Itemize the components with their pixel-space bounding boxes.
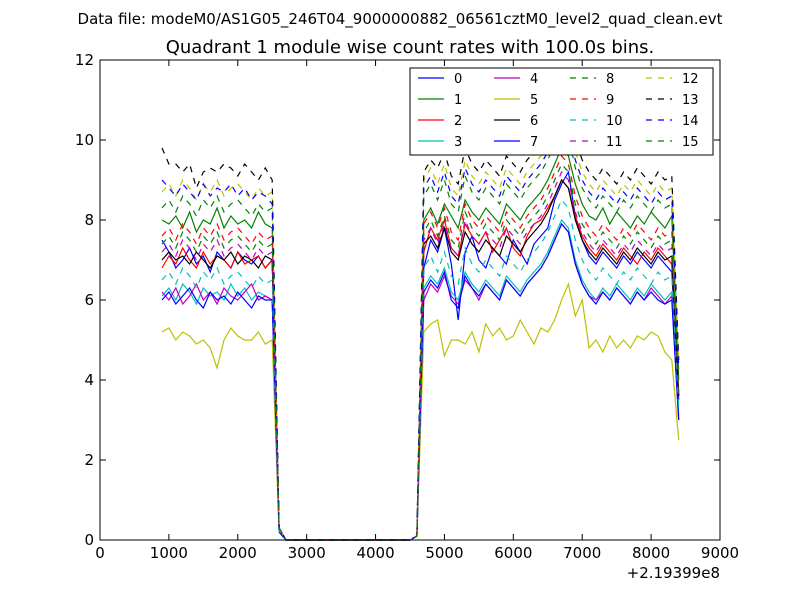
legend-label-5: 5	[530, 93, 538, 108]
legend-label-3: 3	[454, 135, 462, 150]
legend-label-12: 12	[682, 72, 699, 87]
x-tick-label: 8000	[632, 544, 670, 562]
x-tick-label: 5000	[425, 544, 463, 562]
series-line-10	[161, 198, 680, 541]
legend-label-1: 1	[454, 93, 462, 108]
y-tick-label: 4	[84, 371, 94, 389]
legend-label-13: 13	[682, 93, 699, 108]
series-layer	[161, 98, 680, 541]
y-tick-label: 2	[84, 451, 94, 469]
x-tick-label: 4000	[356, 544, 394, 562]
series-line-15	[161, 162, 680, 541]
legend-label-4: 4	[530, 72, 538, 87]
y-tick-label: 8	[84, 211, 94, 229]
legend-label-9: 9	[606, 93, 614, 108]
legend-box	[409, 67, 714, 156]
chart-title: Quadrant 1 module wise count rates with …	[166, 37, 655, 58]
series-line-7	[161, 222, 680, 541]
legend-label-10: 10	[606, 114, 623, 129]
legend-label-7: 7	[530, 135, 538, 150]
y-tick-label: 0	[84, 531, 94, 549]
series-line-14	[161, 118, 680, 541]
legend-label-11: 11	[606, 135, 623, 150]
series-line-9	[161, 154, 680, 541]
x-tick-label: 1000	[150, 544, 188, 562]
x-tick-label: 3000	[288, 544, 326, 562]
suptitle: Data file: modeM0/AS1G05_246T04_90000008…	[78, 10, 723, 29]
y-tick-label: 12	[75, 51, 94, 69]
legend-label-0: 0	[454, 72, 462, 87]
x-tick-label: 6000	[494, 544, 532, 562]
x-tick-label: 7000	[563, 544, 601, 562]
legend-label-6: 6	[530, 114, 538, 129]
x-offset-label: +2.19399e8	[627, 564, 720, 582]
x-tick-label: 9000	[701, 544, 739, 562]
y-tick-label: 10	[75, 131, 94, 149]
series-line-11	[161, 170, 680, 541]
y-tick-label: 6	[84, 291, 94, 309]
x-tick-label: 0	[95, 544, 105, 562]
legend-label-15: 15	[682, 135, 699, 150]
ticks-layer: 0 1000 2000 3000 4000 5000 6000 7000 8000 9000 0 2 4…	[75, 51, 739, 562]
legend-label-8: 8	[606, 72, 614, 87]
legend-label-14: 14	[682, 114, 699, 129]
x-tick-label: 2000	[219, 544, 257, 562]
legend-label-2: 2	[454, 114, 462, 129]
